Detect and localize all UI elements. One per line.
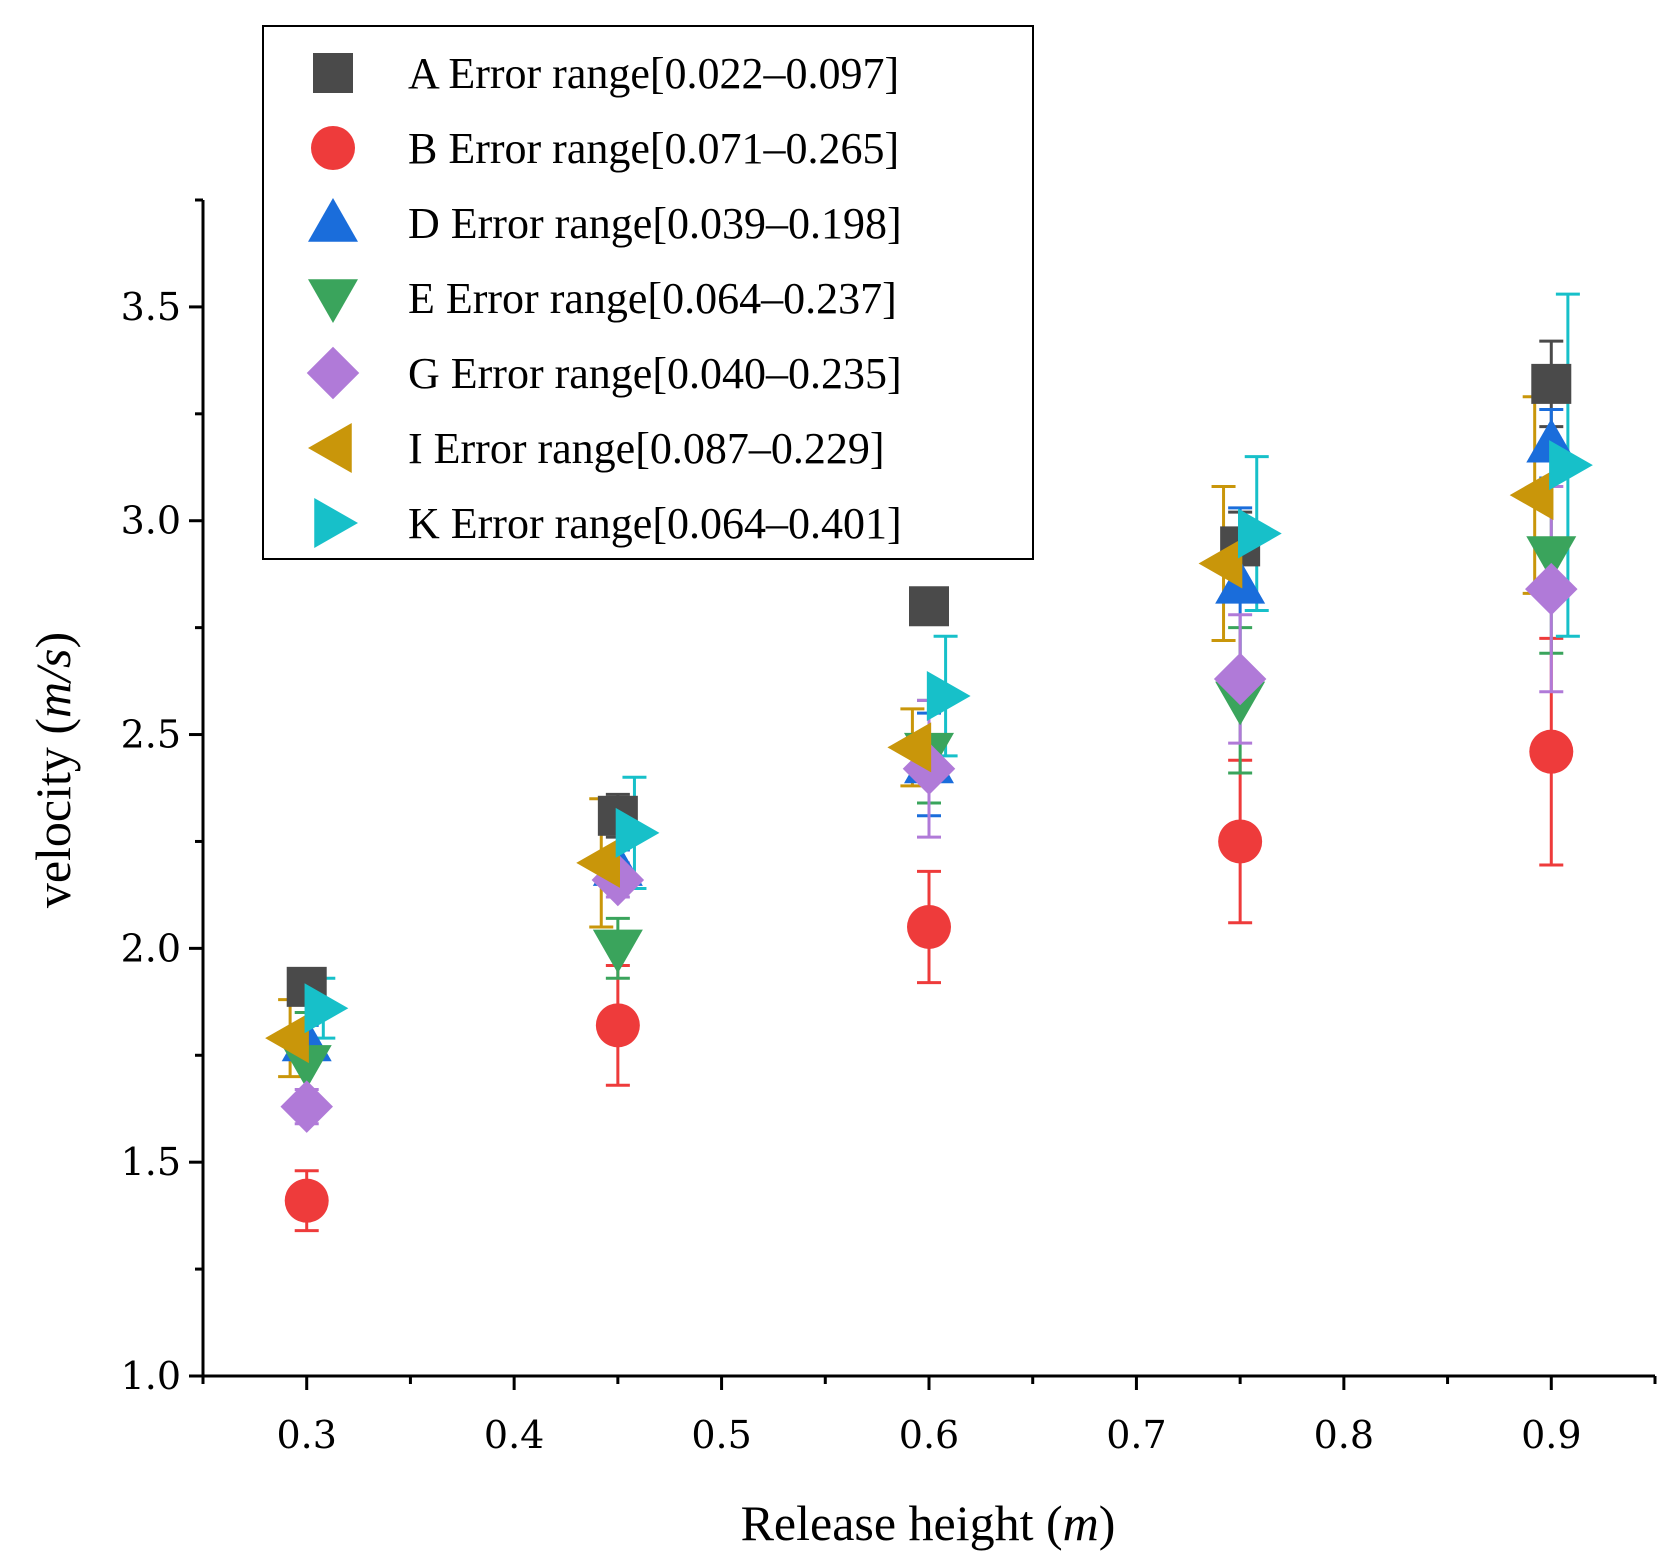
- data-point: [1218, 819, 1263, 864]
- data-point: [1531, 363, 1572, 404]
- x-tick-label: 0.5: [691, 1413, 751, 1457]
- y-tick-label: 3.5: [121, 285, 181, 329]
- data-point: [907, 904, 951, 949]
- data-point: [1529, 729, 1574, 774]
- data-point: [280, 1080, 333, 1133]
- y-tick-label: 2.0: [121, 926, 181, 970]
- legend-label: A Error range[0.022–0.097]: [408, 49, 899, 98]
- legend-label: K Error range[0.064–0.401]: [408, 499, 902, 548]
- x-tick-label: 0.8: [1314, 1413, 1374, 1457]
- x-tick-label: 0.7: [1106, 1413, 1166, 1457]
- legend-marker: [308, 279, 358, 323]
- legend-marker: [306, 346, 360, 400]
- data-point: [1237, 508, 1282, 559]
- legend-label: D Error range[0.039–0.198]: [408, 199, 902, 248]
- data-point: [281, 1045, 332, 1089]
- data-point: [1198, 538, 1243, 589]
- data-point: [887, 722, 932, 773]
- data-point: [926, 671, 971, 722]
- y-tick-label: 2.5: [121, 713, 181, 757]
- legend-label: I Error range[0.087–0.229]: [408, 424, 885, 473]
- y-tick-label: 3.0: [121, 499, 181, 543]
- x-tick-label: 0.4: [484, 1413, 544, 1457]
- data-point: [595, 1003, 640, 1048]
- x-axis-title: Release height (m): [741, 1495, 1116, 1551]
- data-point: [1509, 470, 1554, 521]
- legend: A Error range[0.022–0.097] B Error range[…: [262, 25, 1034, 560]
- legend-label: B Error range[0.071–0.265]: [408, 124, 899, 173]
- data-point: [1213, 652, 1267, 706]
- data-point: [304, 983, 349, 1034]
- data-point: [265, 1013, 309, 1064]
- data-point: [592, 929, 643, 974]
- data-point: [284, 1178, 329, 1223]
- y-axis-title: velocity (m/s): [25, 632, 81, 908]
- data-point: [909, 586, 949, 627]
- legend-label: G Error range[0.040–0.235]: [408, 349, 902, 398]
- y-tick-label: 1.5: [121, 1140, 181, 1184]
- legend-marker: [311, 126, 355, 170]
- legend-marker: [314, 498, 358, 548]
- data-point: [1525, 562, 1578, 616]
- data-point: [1549, 440, 1593, 491]
- x-tick-label: 0.6: [899, 1413, 959, 1457]
- legend-marker: [313, 53, 353, 93]
- x-tick-label: 0.9: [1521, 1413, 1581, 1457]
- markers-layer: [265, 363, 1593, 1223]
- y-tick-label: 1.0: [121, 1354, 181, 1398]
- data-point: [1526, 536, 1577, 580]
- legend-marker: [308, 198, 358, 242]
- axes-layer: 0.3 0.4 0.5 0.6 0.7 0.8 0.9 1.0 1.5 2.0 2.5 3.0 3.5: [121, 198, 1657, 1457]
- legend-box: [262, 25, 1034, 560]
- data-point: [615, 807, 660, 858]
- legend-marker: [308, 423, 352, 473]
- legend-label: E Error range[0.064–0.237]: [408, 274, 897, 323]
- x-tick-label: 0.3: [276, 1413, 336, 1457]
- data-point: [576, 837, 621, 888]
